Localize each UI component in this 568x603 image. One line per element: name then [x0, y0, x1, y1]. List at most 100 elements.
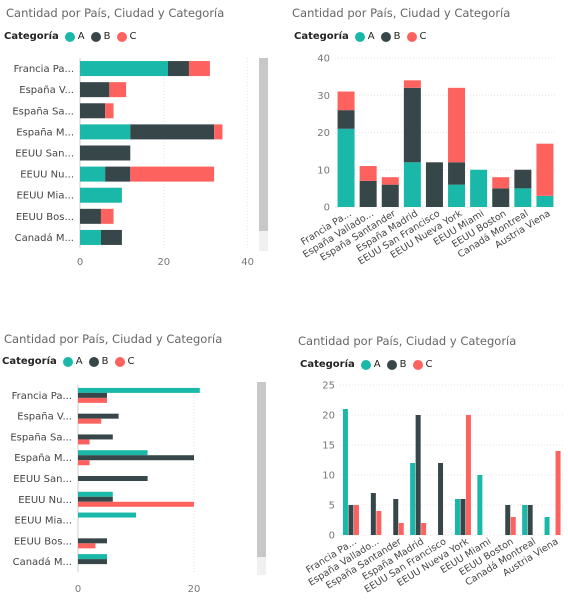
bar-c — [536, 143, 554, 196]
y-tick-label: España V... — [17, 412, 72, 423]
chart-1-plot: 0 20 40 Francia Pa... España V... España Sa..… — [12, 58, 254, 268]
bar-b — [415, 415, 421, 535]
legend-item-b[interactable]: B — [90, 31, 111, 42]
legend-item-a[interactable]: A — [62, 356, 83, 367]
y-tick-label: EEUU Nu... — [20, 170, 74, 181]
bar-a — [342, 409, 348, 535]
bar-a — [454, 499, 460, 535]
bar-a — [78, 450, 148, 456]
bar-b — [105, 166, 131, 182]
legend-item-a[interactable]: A — [64, 31, 85, 42]
bar-c — [337, 91, 355, 111]
chart-title: Cantidad por País, Ciudad y Categoría — [298, 334, 517, 348]
bar-a — [470, 169, 488, 207]
y-tick-label: 25 — [322, 381, 335, 392]
bar-b — [448, 162, 466, 185]
bar-b — [438, 463, 444, 535]
bar-b — [505, 505, 511, 535]
bar-b — [514, 169, 532, 189]
legend-item-a[interactable]: A — [360, 359, 381, 370]
y-tick-label: EEUU San... — [13, 474, 72, 485]
bar-b — [78, 413, 119, 419]
y-tick-label: España M... — [14, 453, 72, 464]
legend-item-c[interactable]: C — [412, 359, 433, 370]
legend-item-a[interactable]: A — [354, 31, 375, 42]
legend-dot-b — [380, 31, 391, 42]
bar-c — [188, 61, 210, 77]
bar-b — [425, 162, 443, 207]
bar-b — [78, 476, 148, 481]
y-tick-label: 10 — [317, 165, 330, 176]
bar-b — [78, 559, 107, 565]
legend: Categoría A B C — [2, 356, 141, 367]
legend-dot-a — [360, 359, 371, 370]
bar-b — [460, 499, 466, 535]
bar-b — [80, 208, 101, 224]
bar-a — [536, 195, 554, 207]
legend-dot-c — [412, 359, 423, 370]
bar-a — [403, 162, 421, 207]
legend-dot-b — [386, 359, 397, 370]
legend-item-c[interactable]: C — [116, 31, 137, 42]
bar-b — [78, 538, 107, 544]
legend: Categoría A B C — [294, 31, 433, 42]
bar-b — [527, 505, 533, 535]
bar-b — [393, 499, 399, 535]
bar-c — [448, 87, 466, 163]
legend-title: Categoría — [2, 356, 57, 367]
bar-a — [80, 61, 168, 77]
legend-item-c[interactable]: C — [114, 356, 135, 367]
chart-title: Cantidad por País, Ciudad y Categoría — [4, 332, 223, 346]
bar-a — [448, 184, 466, 207]
x-tick-label: 0 — [75, 584, 81, 595]
bar-a — [80, 166, 106, 182]
y-tick-label: España Sa... — [12, 106, 74, 117]
legend-dot-a — [62, 356, 73, 367]
legend-dot-a — [354, 31, 365, 42]
bar-a — [80, 124, 131, 140]
scrollbar[interactable] — [259, 58, 268, 251]
scrollbar[interactable] — [257, 382, 266, 575]
legend-dot-c — [116, 31, 127, 42]
y-tick-label: EEUU Mia... — [16, 191, 74, 202]
y-tick-label: España V... — [19, 85, 74, 96]
bar-c — [100, 208, 114, 224]
bar-c — [78, 418, 102, 424]
bar-c — [376, 511, 382, 535]
y-tick-label: 0 — [329, 531, 335, 542]
bar-c — [492, 177, 510, 189]
chart-title: Cantidad por País, Ciudad y Categoría — [6, 6, 225, 20]
bar-c — [78, 439, 90, 445]
bar-b — [403, 87, 421, 163]
legend-item-b[interactable]: B — [380, 31, 401, 42]
scrollbar-thumb[interactable] — [257, 382, 266, 557]
bar-b — [130, 124, 215, 140]
bar-c — [421, 523, 427, 535]
y-tick-label: EEUU San... — [15, 149, 74, 160]
bar-a — [410, 463, 416, 535]
bar-c — [78, 460, 90, 466]
x-tick-label: 20 — [188, 584, 201, 595]
legend-item-b[interactable]: B — [386, 359, 407, 370]
y-tick-label: EEUU Nu... — [18, 495, 72, 506]
bar-a — [78, 387, 200, 393]
y-tick-label: 40 — [317, 54, 330, 65]
legend-item-c[interactable]: C — [406, 31, 427, 42]
bar-b — [78, 392, 107, 398]
legend-title: Categoría — [4, 31, 59, 42]
scrollbar-thumb[interactable] — [259, 58, 268, 231]
bar-a — [78, 512, 136, 518]
bar-a — [544, 517, 550, 535]
bar-c — [105, 103, 114, 119]
bar-c — [78, 501, 194, 507]
y-tick-label: 20 — [317, 128, 330, 139]
bar-c — [465, 415, 471, 535]
bar-a — [78, 554, 107, 560]
bar-c — [359, 166, 377, 181]
legend-item-b[interactable]: B — [88, 356, 109, 367]
x-tick-label: 20 — [157, 257, 170, 268]
legend: Categoría A B C — [300, 359, 439, 370]
bar-c — [109, 82, 127, 98]
